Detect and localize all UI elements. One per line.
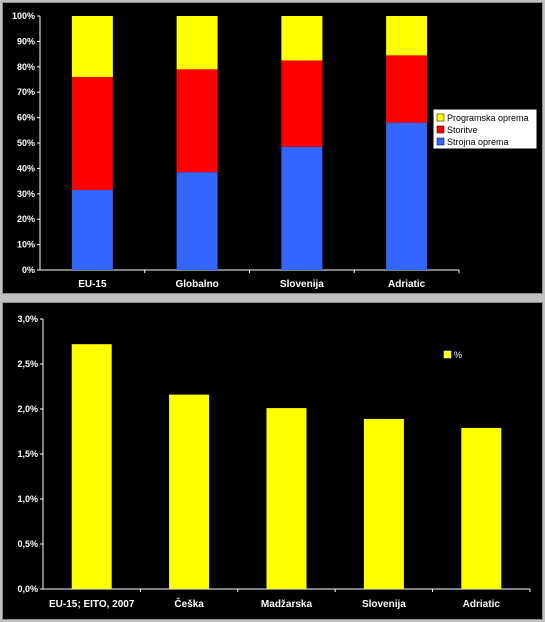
y-tick-label: 0,0% (17, 584, 38, 594)
y-tick-label: 0% (22, 265, 35, 275)
y-tick-label: 70% (17, 87, 35, 97)
y-tick-label: 40% (17, 163, 35, 173)
y-tick-label: 80% (17, 62, 35, 72)
bar-segment (71, 189, 113, 270)
y-tick-label: 60% (17, 113, 35, 123)
x-category-label: Globalno (175, 279, 218, 290)
bar-chart-panel: 0,0% 0,5% 1,0% 1,5% 2,0% 2,5% 3,0% EU-15; EITO,… (2, 302, 543, 620)
bar-segment (176, 172, 218, 270)
bar-segment (386, 122, 428, 271)
y-tick-label: 50% (17, 138, 35, 148)
bar-segment (281, 16, 323, 61)
y-tick-label: 1,5% (17, 449, 38, 459)
bar (266, 408, 307, 589)
y-tick-label: 2,5% (17, 359, 38, 369)
y-tick-label: 2,0% (17, 404, 38, 414)
y-tick-label: 30% (17, 189, 35, 199)
bar (363, 418, 404, 589)
bar (169, 394, 210, 589)
bar-segment (176, 69, 218, 173)
y-tick-label: 90% (17, 36, 35, 46)
stacked-bar-chart-panel: 0% 10% 20% 30% 40% 50% 60% 70% 80% 90% 100% EU-15 Gl… (2, 2, 543, 294)
bar (461, 427, 502, 589)
bar-segment (386, 16, 428, 56)
legend-swatch (436, 125, 445, 134)
x-category-label: Adriatic (463, 599, 501, 610)
legend-swatch (436, 113, 445, 122)
legend-label: Strojna oprema (447, 137, 509, 147)
legend-box (432, 108, 538, 150)
y-tick-label: 0,5% (17, 539, 38, 549)
y-tick-label: 1,0% (17, 494, 38, 504)
x-category-label: Češka (174, 597, 204, 610)
legend-swatch (443, 350, 452, 359)
bar-segment (281, 60, 323, 147)
legend-swatch (436, 137, 445, 146)
x-category-label: EU-15; EITO, 2007 (49, 599, 135, 610)
bar-chart: 0,0% 0,5% 1,0% 1,5% 2,0% 2,5% 3,0% EU-15; EITO,… (17, 314, 531, 610)
legend-label: Programska oprema (447, 113, 529, 123)
bar-segment (386, 55, 428, 123)
y-tick-label: 20% (17, 214, 35, 224)
bar-segment (176, 16, 218, 70)
x-category-label: Adriatic (388, 279, 426, 290)
legend-label: Storitve (447, 125, 478, 135)
bar-segment (71, 16, 113, 77)
bar-segment (71, 76, 113, 190)
x-category-label: Madžarska (261, 599, 313, 610)
x-category-label: EU-15 (78, 279, 107, 290)
y-tick-label: 100% (12, 11, 35, 21)
bar-segment (281, 146, 323, 270)
y-tick-label: 10% (17, 240, 35, 250)
x-category-label: Slovenija (362, 599, 406, 610)
stacked-bar-chart: 0% 10% 20% 30% 40% 50% 60% 70% 80% 90% 100% EU-15 Gl… (12, 11, 538, 290)
y-tick-label: 3,0% (17, 314, 38, 324)
legend-label: % (454, 350, 462, 360)
bar (71, 344, 112, 589)
x-category-label: Slovenija (280, 279, 324, 290)
